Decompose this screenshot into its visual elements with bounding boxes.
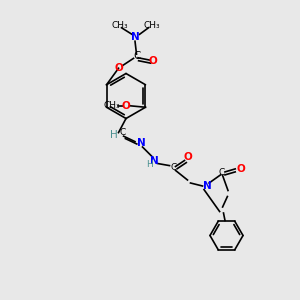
Text: CH₃: CH₃ xyxy=(111,21,128,30)
Text: O: O xyxy=(183,152,192,163)
Text: CH₃: CH₃ xyxy=(143,21,160,30)
Text: N: N xyxy=(150,155,159,166)
Text: H: H xyxy=(110,130,117,140)
Text: O: O xyxy=(122,101,130,111)
Text: C: C xyxy=(171,164,177,172)
Text: H: H xyxy=(146,160,152,169)
Text: O: O xyxy=(236,164,245,174)
Text: N: N xyxy=(130,32,140,42)
Text: C: C xyxy=(119,128,125,137)
Text: C: C xyxy=(134,51,141,61)
Text: N: N xyxy=(136,138,146,148)
Text: C: C xyxy=(219,168,225,177)
Text: O: O xyxy=(148,56,158,66)
Text: O: O xyxy=(114,63,123,73)
Text: CH₃: CH₃ xyxy=(103,101,120,110)
Text: N: N xyxy=(202,181,211,191)
